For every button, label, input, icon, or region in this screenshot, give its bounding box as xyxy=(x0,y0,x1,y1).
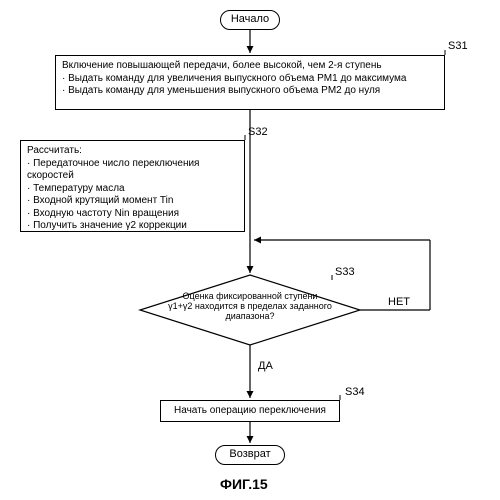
terminal-end-label: Возврат xyxy=(229,448,270,460)
figure-caption: ФИГ.15 xyxy=(220,476,268,492)
terminal-start-label: Начало xyxy=(231,13,269,25)
step-s31: Включение повышающей передачи, более выс… xyxy=(55,55,445,110)
s31-line3: · Выдать команду для уменьшения выпускно… xyxy=(62,85,438,98)
s32-line4: · Входной крутящий момент Tin xyxy=(27,195,238,208)
s32-line1: Рассчитать: xyxy=(27,145,238,158)
tag-s34: S34 xyxy=(345,386,365,398)
tag-s33: S33 xyxy=(335,266,355,278)
label-no: НЕТ xyxy=(388,296,410,308)
step-s34: Начать операцию переключения xyxy=(160,400,340,422)
s34-text: Начать операцию переключения xyxy=(174,405,326,416)
s32-line3: · Температуру масла xyxy=(27,183,238,196)
s32-line6: · Получить значение γ2 коррекции xyxy=(27,220,238,233)
s32-line2: · Передаточное число переключения скорос… xyxy=(27,158,238,183)
s31-line2: · Выдать команду для увеличения выпускно… xyxy=(62,73,438,86)
tag-s31: S31 xyxy=(448,40,468,52)
s31-line1: Включение повышающей передачи, более выс… xyxy=(62,60,438,73)
tag-s32: S32 xyxy=(248,126,268,138)
terminal-end: Возврат xyxy=(215,445,285,465)
decision-s33-text: Оценка фиксированной ступени γ1+γ2 наход… xyxy=(160,291,340,321)
terminal-start: Начало xyxy=(220,10,280,30)
label-yes: ДА xyxy=(258,360,273,372)
step-s32: Рассчитать: · Передаточное число переклю… xyxy=(20,140,245,232)
gamma-prefix: γ1+γ2 xyxy=(168,301,192,311)
s32-line5: · Входную частоту Nin вращения xyxy=(27,208,238,221)
